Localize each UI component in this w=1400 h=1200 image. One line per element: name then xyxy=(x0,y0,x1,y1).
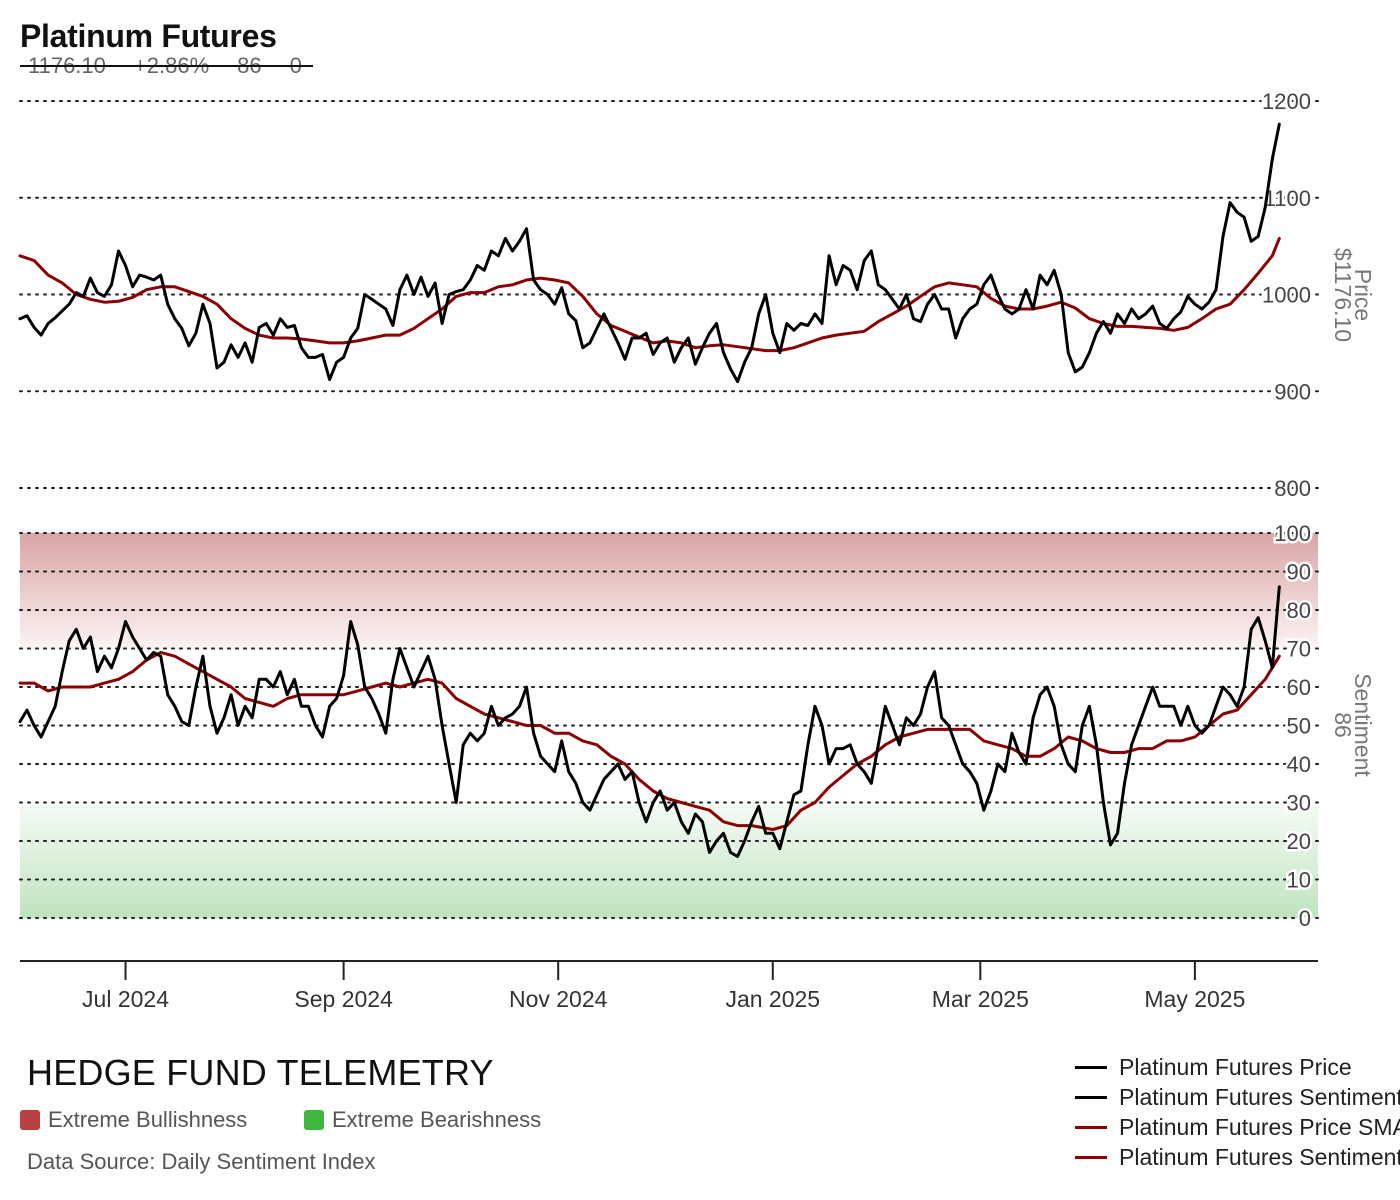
bull-swatch xyxy=(20,1110,40,1130)
x-tick-label: Jul 2024 xyxy=(82,986,169,1012)
x-tick-label: Sep 2024 xyxy=(294,986,393,1012)
legend-item[interactable]: Platinum Futures Sentiment SMA xyxy=(1075,1142,1400,1172)
sentiment-axis-title: Sentiment xyxy=(1350,673,1376,777)
y-tick-label: 90 xyxy=(1287,560,1311,585)
series-line xyxy=(18,122,1281,384)
legend-line xyxy=(1075,1065,1107,1069)
x-tick-label: Mar 2025 xyxy=(932,986,1029,1012)
y-tick-label: 800 xyxy=(1274,476,1311,501)
y-tick-label: 0 xyxy=(1299,906,1311,931)
x-axis: Jul 2024 Sep 2024 Nov 2024 Jan 2025 Mar 2025… xyxy=(20,960,1318,1012)
y-tick-label: 20 xyxy=(1287,829,1311,854)
legend-label: Platinum Futures Sentiment SMA xyxy=(1119,1143,1400,1170)
x-tick-label: May 2025 xyxy=(1144,986,1245,1012)
y-tick-label: 50 xyxy=(1287,714,1311,739)
legend-line xyxy=(1075,1095,1107,1099)
sentiment-axis-value: 86 xyxy=(1330,712,1356,738)
y-tick-label: 60 xyxy=(1287,675,1311,700)
y-tick-label: 1200 xyxy=(1262,89,1311,114)
bear-zone xyxy=(20,802,1318,918)
chart-title: Platinum Futures xyxy=(20,18,277,54)
bear-key-label: Extreme Bearishness xyxy=(332,1107,542,1132)
series-lines xyxy=(18,122,1281,858)
header-rule xyxy=(20,65,313,67)
y-tick-label: 1000 xyxy=(1262,283,1311,308)
legend-label: Platinum Futures Price SMA xyxy=(1119,1113,1400,1140)
legend-label: Platinum Futures Price xyxy=(1119,1053,1352,1080)
legend-item[interactable]: Platinum Futures Price xyxy=(1075,1052,1400,1082)
bear-swatch xyxy=(304,1110,324,1130)
y-tick-label: 30 xyxy=(1287,791,1311,816)
series-line xyxy=(18,236,1281,353)
gridlines xyxy=(19,100,1319,919)
legend: Platinum Futures Price Platinum Futures … xyxy=(1075,1052,1400,1172)
legend-line xyxy=(1075,1125,1107,1129)
sentiment-zones xyxy=(20,533,1318,918)
y-tick-label: 100 xyxy=(1274,521,1311,546)
price-axis-value: $1176.10 xyxy=(1330,248,1356,342)
brand-name: HEDGE FUND TELEMETRY xyxy=(27,1052,494,1093)
bear-zone-key: Extreme Bearishness xyxy=(304,1107,541,1133)
y-tick-labels: 800 900 1000 1100 1200 0 10 20 30 40 50 60 70 80 90 100 xyxy=(1260,87,1314,934)
price-axis-title: Price xyxy=(1350,269,1376,321)
data-source: Data Source: Daily Sentiment Index xyxy=(27,1149,376,1174)
y-tick-label: 10 xyxy=(1287,868,1311,893)
legend-label: Platinum Futures Sentiment xyxy=(1119,1083,1400,1110)
y-tick-label: 40 xyxy=(1287,752,1311,777)
x-tick-label: Nov 2024 xyxy=(509,986,608,1012)
series-line xyxy=(18,650,1281,831)
y-tick-label: 1100 xyxy=(1264,186,1311,211)
legend-line xyxy=(1075,1155,1107,1159)
y-tick-label: 70 xyxy=(1287,637,1311,662)
bull-key-label: Extreme Bullishness xyxy=(48,1107,248,1132)
bull-zone-key: Extreme Bullishness xyxy=(20,1107,247,1133)
y-tick-label: 80 xyxy=(1287,598,1311,623)
bull-zone xyxy=(20,533,1318,649)
series-line xyxy=(18,585,1281,858)
x-tick-label: Jan 2025 xyxy=(725,986,820,1012)
y-tick-label: 900 xyxy=(1274,379,1311,404)
legend-item[interactable]: Platinum Futures Price SMA xyxy=(1075,1112,1400,1142)
legend-item[interactable]: Platinum Futures Sentiment xyxy=(1075,1082,1400,1112)
